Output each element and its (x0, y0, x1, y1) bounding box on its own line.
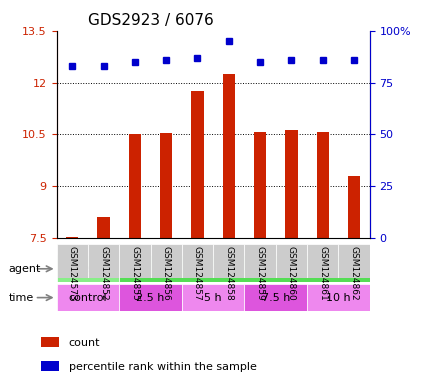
Text: 5 h: 5 h (204, 293, 221, 303)
FancyBboxPatch shape (338, 244, 369, 278)
FancyBboxPatch shape (150, 244, 181, 278)
FancyBboxPatch shape (119, 284, 181, 311)
Text: untreated: untreated (60, 264, 115, 274)
FancyBboxPatch shape (56, 255, 119, 282)
Bar (347, 176, 359, 238)
Text: count: count (69, 338, 100, 348)
FancyBboxPatch shape (244, 284, 306, 311)
Text: control: control (69, 293, 107, 303)
Bar (253, 132, 266, 238)
Text: GSM124573: GSM124573 (68, 246, 76, 300)
Text: agent: agent (9, 264, 41, 274)
FancyBboxPatch shape (213, 244, 244, 278)
Text: 10 h: 10 h (326, 293, 350, 303)
Text: GSM124856: GSM124856 (161, 246, 170, 300)
Bar (97, 217, 109, 238)
Text: percentile rank within the sample: percentile rank within the sample (69, 362, 256, 372)
Text: GSM124857: GSM124857 (193, 246, 201, 300)
FancyBboxPatch shape (275, 244, 306, 278)
Text: time: time (9, 293, 34, 303)
Bar (191, 91, 203, 238)
Bar (41, 337, 59, 347)
Text: GSM124862: GSM124862 (349, 246, 358, 300)
Bar (222, 74, 234, 238)
Text: GSM124855: GSM124855 (130, 246, 139, 300)
FancyBboxPatch shape (119, 255, 369, 282)
FancyBboxPatch shape (181, 284, 244, 311)
Text: GDS2923 / 6076: GDS2923 / 6076 (88, 13, 213, 28)
Bar (66, 237, 78, 238)
FancyBboxPatch shape (119, 244, 150, 278)
FancyBboxPatch shape (88, 244, 119, 278)
Bar (41, 361, 59, 371)
Text: trichostatin A: trichostatin A (207, 264, 281, 274)
FancyBboxPatch shape (306, 244, 338, 278)
Text: GSM124858: GSM124858 (224, 246, 233, 300)
Text: GSM124860: GSM124860 (286, 246, 295, 300)
Text: GSM124852: GSM124852 (99, 246, 108, 300)
FancyBboxPatch shape (244, 244, 275, 278)
Bar (316, 132, 328, 238)
Bar (128, 134, 141, 238)
Bar (160, 132, 172, 238)
Bar (285, 130, 297, 238)
FancyBboxPatch shape (181, 244, 213, 278)
FancyBboxPatch shape (56, 284, 119, 311)
FancyBboxPatch shape (56, 244, 88, 278)
Text: 2.5 h: 2.5 h (136, 293, 164, 303)
Text: GSM124861: GSM124861 (318, 246, 326, 300)
Text: 7.5 h: 7.5 h (261, 293, 289, 303)
FancyBboxPatch shape (306, 284, 369, 311)
Text: GSM124859: GSM124859 (255, 246, 264, 300)
